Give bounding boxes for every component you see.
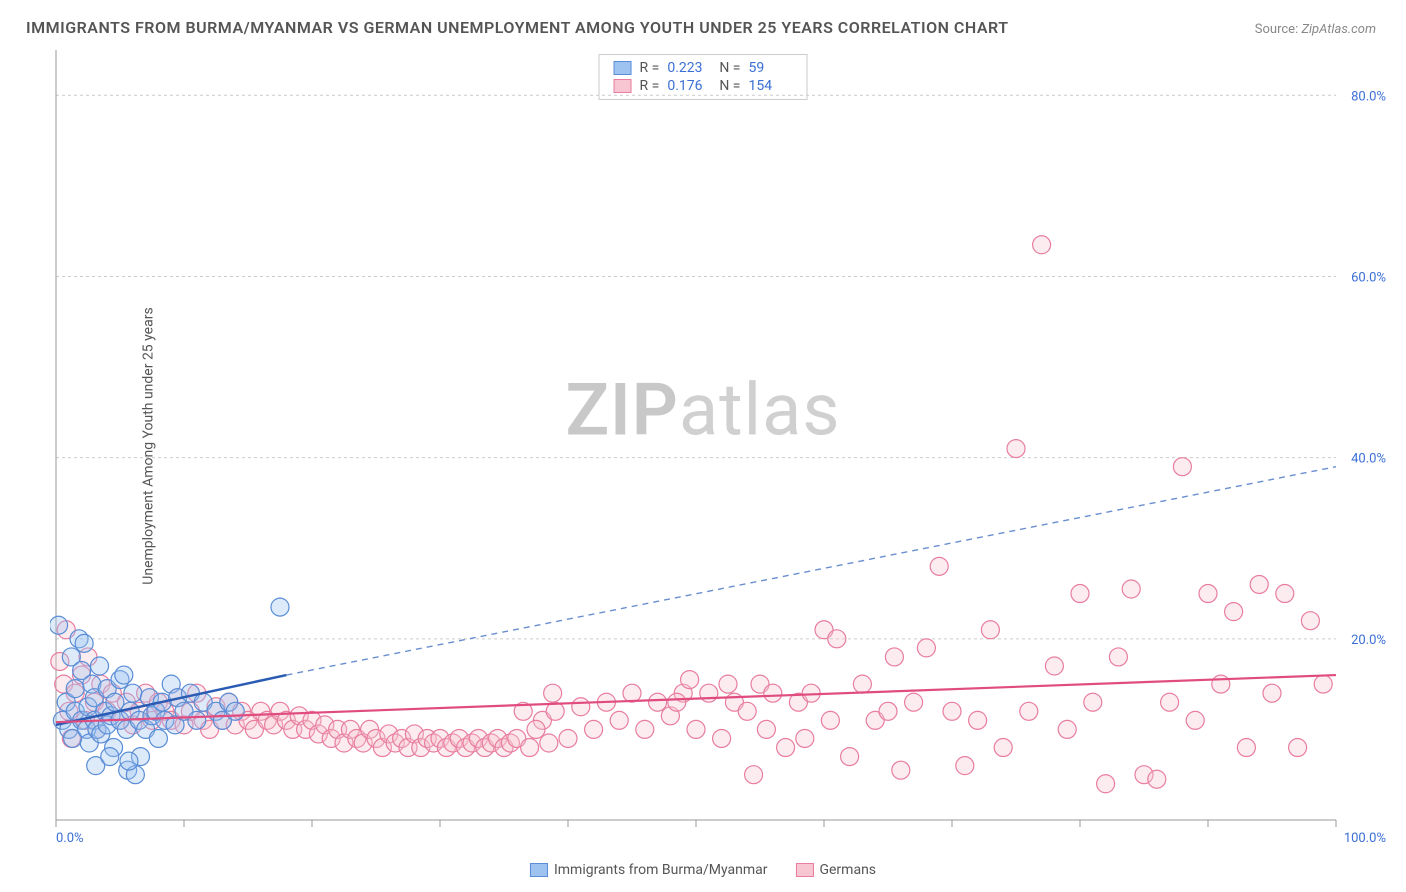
chart-title: IMMIGRANTS FROM BURMA/MYANMAR VS GERMAN … bbox=[26, 18, 1009, 37]
source-attribution: Source: ZipAtlas.com bbox=[1255, 22, 1376, 37]
legend-label: Germans bbox=[819, 862, 876, 878]
legend-swatch-blue bbox=[530, 863, 548, 877]
legend-item: Germans bbox=[795, 862, 876, 878]
scatter-chart: 20.0% 40.0% 60.0% 80.0% 0.0% 100.0% bbox=[50, 50, 1396, 882]
legend-label: Immigrants from Burma/Myanmar bbox=[554, 862, 768, 878]
source-value: ZipAtlas.com bbox=[1301, 22, 1376, 37]
legend-series: Immigrants from Burma/Myanmar Germans bbox=[530, 862, 876, 878]
legend-item: Immigrants from Burma/Myanmar bbox=[530, 862, 768, 878]
svg-text:80.0%: 80.0% bbox=[1351, 89, 1386, 104]
svg-text:60.0%: 60.0% bbox=[1351, 270, 1386, 285]
chart-container: 20.0% 40.0% 60.0% 80.0% 0.0% 100.0% bbox=[50, 50, 1396, 882]
svg-text:0.0%: 0.0% bbox=[56, 831, 84, 846]
svg-text:20.0%: 20.0% bbox=[1351, 633, 1386, 648]
legend-swatch-pink bbox=[795, 863, 813, 877]
svg-text:100.0%: 100.0% bbox=[1344, 831, 1386, 846]
svg-text:40.0%: 40.0% bbox=[1351, 452, 1386, 467]
source-label: Source: bbox=[1255, 22, 1298, 37]
